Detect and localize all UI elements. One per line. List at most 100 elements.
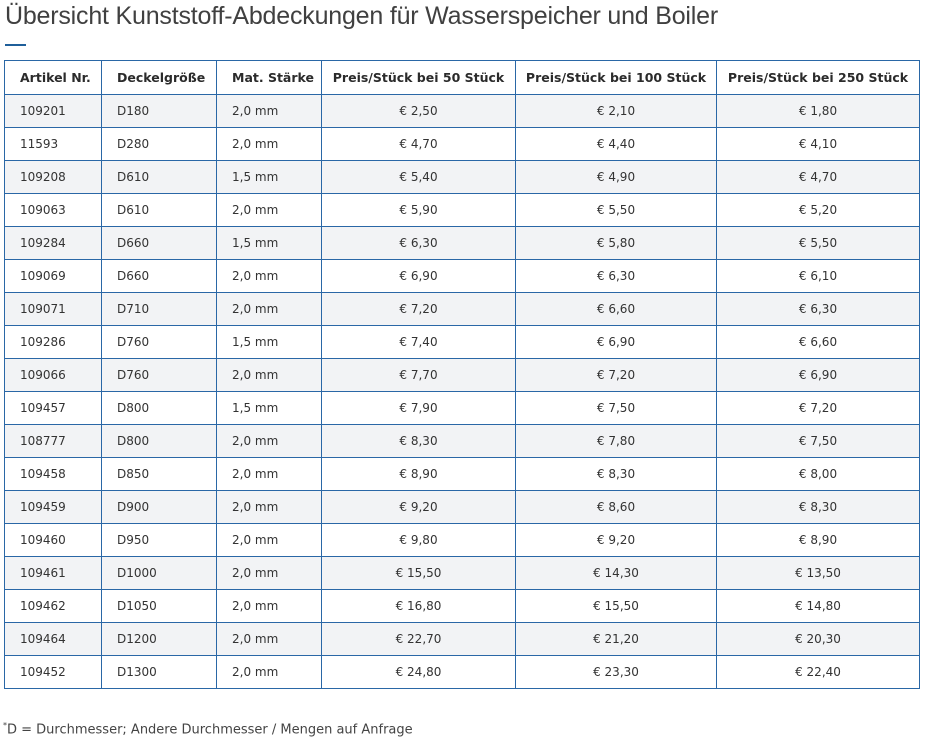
title-underline <box>5 44 26 46</box>
footnote: *D = Durchmesser; Andere Durchmesser / M… <box>3 721 413 737</box>
cell-preis-100: € 6,30 <box>515 259 717 293</box>
cell-preis-250: € 4,70 <box>716 160 920 194</box>
table-row: 109286 D760 1,5 mm € 7,40 € 6,90 € 6,60 <box>4 325 920 359</box>
cell-preis-100: € 7,50 <box>515 391 717 425</box>
table-row: 109461 D1000 2,0 mm € 15,50 € 14,30 € 13,50 <box>4 556 920 590</box>
cell-mat-staerke: 2,0 mm <box>216 589 322 623</box>
cell-artikel-nr: 108777 <box>4 424 102 458</box>
cell-preis-250: € 14,80 <box>716 589 920 623</box>
cell-preis-100: € 7,20 <box>515 358 717 392</box>
cell-preis-250: € 8,30 <box>716 490 920 524</box>
cell-preis-250: € 13,50 <box>716 556 920 590</box>
cell-deckelgroesse: D950 <box>101 523 217 557</box>
cell-preis-100: € 4,40 <box>515 127 717 161</box>
cell-preis-50: € 7,90 <box>321 391 516 425</box>
cell-mat-staerke: 2,0 mm <box>216 556 322 590</box>
page-title: Übersicht Kunststoff-Abdeckungen für Was… <box>5 2 718 30</box>
cell-artikel-nr: 109457 <box>4 391 102 425</box>
cell-preis-50: € 6,30 <box>321 226 516 260</box>
header-preis-100: Preis/Stück bei 100 Stück <box>515 60 717 95</box>
cell-preis-50: € 5,40 <box>321 160 516 194</box>
cell-mat-staerke: 2,0 mm <box>216 457 322 491</box>
cell-preis-50: € 22,70 <box>321 622 516 656</box>
cell-artikel-nr: 109459 <box>4 490 102 524</box>
cell-preis-50: € 9,80 <box>321 523 516 557</box>
table-row: 109284 D660 1,5 mm € 6,30 € 5,80 € 5,50 <box>4 226 920 260</box>
cell-preis-100: € 21,20 <box>515 622 717 656</box>
cell-artikel-nr: 109452 <box>4 655 102 689</box>
cell-deckelgroesse: D280 <box>101 127 217 161</box>
cell-mat-staerke: 2,0 mm <box>216 259 322 293</box>
cell-deckelgroesse: D1200 <box>101 622 217 656</box>
cell-preis-250: € 7,20 <box>716 391 920 425</box>
cell-preis-250: € 5,20 <box>716 193 920 227</box>
table-row: 109201 D180 2,0 mm € 2,50 € 2,10 € 1,80 <box>4 94 920 128</box>
cell-preis-50: € 2,50 <box>321 94 516 128</box>
header-mat-staerke: Mat. Stärke <box>216 60 322 95</box>
cell-preis-50: € 8,30 <box>321 424 516 458</box>
cell-artikel-nr: 109460 <box>4 523 102 557</box>
cell-preis-50: € 8,90 <box>321 457 516 491</box>
cell-artikel-nr: 109069 <box>4 259 102 293</box>
cell-artikel-nr: 11593 <box>4 127 102 161</box>
cell-mat-staerke: 2,0 mm <box>216 424 322 458</box>
cell-deckelgroesse: D800 <box>101 391 217 425</box>
table-row: 109459 D900 2,0 mm € 9,20 € 8,60 € 8,30 <box>4 490 920 524</box>
table-row: 108777 D800 2,0 mm € 8,30 € 7,80 € 7,50 <box>4 424 920 458</box>
cell-preis-100: € 8,30 <box>515 457 717 491</box>
table-body: 109201 D180 2,0 mm € 2,50 € 2,10 € 1,80 11593 D… <box>4 94 920 689</box>
cell-artikel-nr: 109461 <box>4 556 102 590</box>
cell-mat-staerke: 2,0 mm <box>216 193 322 227</box>
header-preis-50: Preis/Stück bei 50 Stück <box>321 60 516 95</box>
footnote-mark: * <box>3 721 7 730</box>
cell-preis-100: € 7,80 <box>515 424 717 458</box>
cell-preis-100: € 9,20 <box>515 523 717 557</box>
cell-preis-100: € 5,50 <box>515 193 717 227</box>
table-row: 109457 D800 1,5 mm € 7,90 € 7,50 € 7,20 <box>4 391 920 425</box>
cell-deckelgroesse: D610 <box>101 193 217 227</box>
cell-deckelgroesse: D180 <box>101 94 217 128</box>
cell-mat-staerke: 1,5 mm <box>216 160 322 194</box>
cell-artikel-nr: 109063 <box>4 193 102 227</box>
cell-preis-50: € 7,20 <box>321 292 516 326</box>
header-artikel-nr: Artikel Nr. <box>4 60 102 95</box>
table-row: 109458 D850 2,0 mm € 8,90 € 8,30 € 8,00 <box>4 457 920 491</box>
cell-artikel-nr: 109458 <box>4 457 102 491</box>
cell-mat-staerke: 1,5 mm <box>216 391 322 425</box>
cell-deckelgroesse: D800 <box>101 424 217 458</box>
cell-deckelgroesse: D1050 <box>101 589 217 623</box>
cell-preis-50: € 7,70 <box>321 358 516 392</box>
cell-preis-250: € 7,50 <box>716 424 920 458</box>
cell-preis-250: € 1,80 <box>716 94 920 128</box>
cell-preis-250: € 4,10 <box>716 127 920 161</box>
table-row: 109069 D660 2,0 mm € 6,90 € 6,30 € 6,10 <box>4 259 920 293</box>
cell-preis-100: € 14,30 <box>515 556 717 590</box>
cell-preis-250: € 6,90 <box>716 358 920 392</box>
cell-mat-staerke: 2,0 mm <box>216 292 322 326</box>
cell-preis-100: € 15,50 <box>515 589 717 623</box>
cell-preis-250: € 8,00 <box>716 457 920 491</box>
cell-mat-staerke: 2,0 mm <box>216 655 322 689</box>
cell-preis-100: € 2,10 <box>515 94 717 128</box>
cell-preis-50: € 6,90 <box>321 259 516 293</box>
cell-artikel-nr: 109066 <box>4 358 102 392</box>
header-preis-250: Preis/Stück bei 250 Stück <box>716 60 920 95</box>
cell-preis-250: € 22,40 <box>716 655 920 689</box>
cell-preis-250: € 8,90 <box>716 523 920 557</box>
table-header-row: Artikel Nr. Deckelgröße Mat. Stärke Prei… <box>4 60 920 95</box>
table-row: 109208 D610 1,5 mm € 5,40 € 4,90 € 4,70 <box>4 160 920 194</box>
cell-deckelgroesse: D1300 <box>101 655 217 689</box>
footnote-text: D = Durchmesser; Andere Durchmesser / Me… <box>7 722 413 738</box>
cell-artikel-nr: 109208 <box>4 160 102 194</box>
table-row: 109063 D610 2,0 mm € 5,90 € 5,50 € 5,20 <box>4 193 920 227</box>
table-row: 109460 D950 2,0 mm € 9,80 € 9,20 € 8,90 <box>4 523 920 557</box>
cell-mat-staerke: 2,0 mm <box>216 94 322 128</box>
cell-preis-100: € 6,60 <box>515 292 717 326</box>
cell-preis-50: € 24,80 <box>321 655 516 689</box>
cell-artikel-nr: 109201 <box>4 94 102 128</box>
table-row: 109071 D710 2,0 mm € 7,20 € 6,60 € 6,30 <box>4 292 920 326</box>
cell-mat-staerke: 2,0 mm <box>216 523 322 557</box>
cell-preis-250: € 6,60 <box>716 325 920 359</box>
table-row: 109462 D1050 2,0 mm € 16,80 € 15,50 € 14,80 <box>4 589 920 623</box>
cell-preis-50: € 4,70 <box>321 127 516 161</box>
